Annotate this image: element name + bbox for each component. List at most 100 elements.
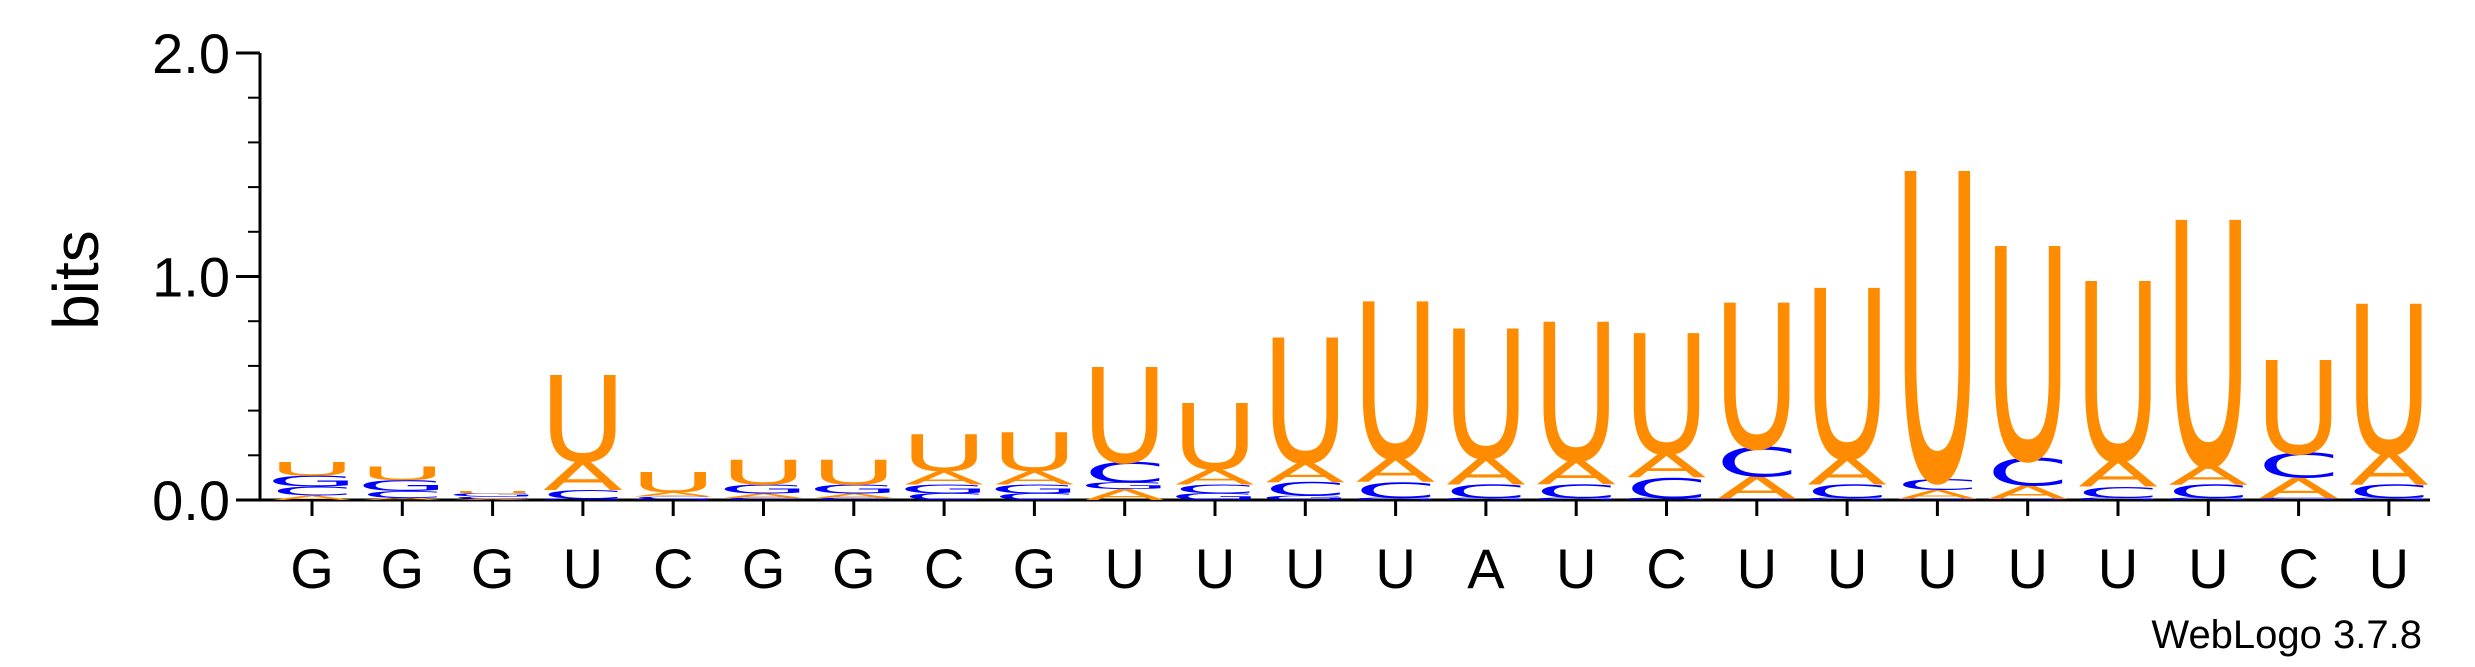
letter-A: A bbox=[1085, 486, 1165, 504]
letter-C: C bbox=[2167, 480, 2249, 502]
letter-A: A bbox=[1897, 487, 1977, 501]
letter-C: C bbox=[632, 496, 714, 500]
letter-G: G bbox=[899, 482, 990, 496]
x-tick-label: U bbox=[563, 537, 603, 600]
y-ticks: 0.0 1.0 2.0 bbox=[152, 22, 260, 532]
x-tick-label: G bbox=[381, 537, 425, 600]
letter-G: G bbox=[1531, 497, 1622, 501]
letter-A: A bbox=[1265, 457, 1345, 489]
x-tick-label: U bbox=[2369, 537, 2409, 600]
x-tick-label: U bbox=[1195, 537, 1235, 600]
letter-A: A bbox=[994, 467, 1074, 489]
letter-U: U bbox=[1624, 300, 1710, 492]
x-tick-label: U bbox=[2007, 537, 2047, 600]
letter-A: A bbox=[1175, 464, 1255, 489]
letter-U: U bbox=[1895, 88, 1981, 580]
letter-C: C bbox=[2077, 483, 2159, 501]
letter-C: C bbox=[1084, 457, 1166, 489]
letter-U: U bbox=[1533, 285, 1619, 505]
letter-U: U bbox=[450, 490, 536, 494]
letter-A: A bbox=[633, 491, 713, 498]
letter-G: G bbox=[357, 477, 448, 495]
letter-C: C bbox=[813, 497, 895, 501]
x-tick-label: U bbox=[1375, 537, 1415, 600]
letter-A: A bbox=[1536, 453, 1616, 493]
letter-G: G bbox=[2163, 497, 2254, 501]
x-tick-label: G bbox=[1013, 537, 1057, 600]
letter-C: C bbox=[361, 489, 443, 500]
y-tick-label: 1.0 bbox=[152, 246, 230, 309]
letter-U: U bbox=[2346, 264, 2432, 502]
letter-G: G bbox=[1350, 497, 1441, 501]
letter-U: U bbox=[1985, 190, 2071, 529]
letter-A: A bbox=[2349, 444, 2429, 495]
letter-A: A bbox=[814, 492, 894, 499]
letter-A: A bbox=[723, 492, 803, 499]
letter-U: U bbox=[1443, 295, 1529, 500]
letter-U: U bbox=[540, 352, 626, 489]
letter-A: A bbox=[1988, 482, 2068, 504]
letter-G: G bbox=[267, 472, 358, 490]
letter-G: G bbox=[1892, 499, 1983, 501]
letter-C: C bbox=[452, 496, 534, 500]
letter-U: U bbox=[992, 423, 1078, 484]
letter-C: C bbox=[1445, 480, 1527, 502]
x-tick-label: C bbox=[1646, 537, 1686, 600]
letter-U: U bbox=[2165, 155, 2251, 545]
letter-C: C bbox=[1716, 439, 1798, 486]
letter-C: C bbox=[1987, 451, 2069, 494]
x-tick-label: G bbox=[832, 537, 876, 600]
letter-C: C bbox=[1264, 478, 1346, 500]
letter-G: G bbox=[718, 482, 809, 496]
letter-C: C bbox=[1806, 480, 1888, 502]
letter-G: G bbox=[1260, 494, 1351, 501]
letter-G: G bbox=[1711, 499, 1802, 501]
letter-U: U bbox=[1262, 303, 1348, 502]
letter-U: U bbox=[1353, 259, 1439, 508]
letter-G: G bbox=[628, 499, 719, 501]
letter-A: A bbox=[2259, 472, 2339, 504]
letter-G: G bbox=[2344, 497, 2435, 501]
letter-G: G bbox=[989, 482, 1080, 496]
letter-C: C bbox=[542, 487, 624, 501]
x-tick-label: U bbox=[1285, 537, 1325, 600]
letter-U: U bbox=[811, 453, 897, 493]
letter-U: U bbox=[359, 463, 445, 485]
letter-G: G bbox=[1621, 497, 1712, 501]
letter-U: U bbox=[2256, 334, 2342, 483]
x-tick-label: G bbox=[471, 537, 515, 600]
letter-U: U bbox=[901, 425, 987, 483]
x-tick-label: U bbox=[1556, 537, 1596, 600]
letter-C: C bbox=[1897, 475, 1979, 493]
letter-C: C bbox=[2348, 480, 2430, 502]
x-tick-label: U bbox=[2188, 537, 2228, 600]
x-tick-label: G bbox=[742, 537, 786, 600]
letter-C: C bbox=[1535, 480, 1617, 502]
letter-A: A bbox=[453, 499, 533, 501]
letter-C: C bbox=[1174, 482, 1256, 496]
x-tick-label: C bbox=[2278, 537, 2318, 600]
letter-A: A bbox=[362, 497, 442, 501]
x-tick-label: U bbox=[1737, 537, 1777, 600]
